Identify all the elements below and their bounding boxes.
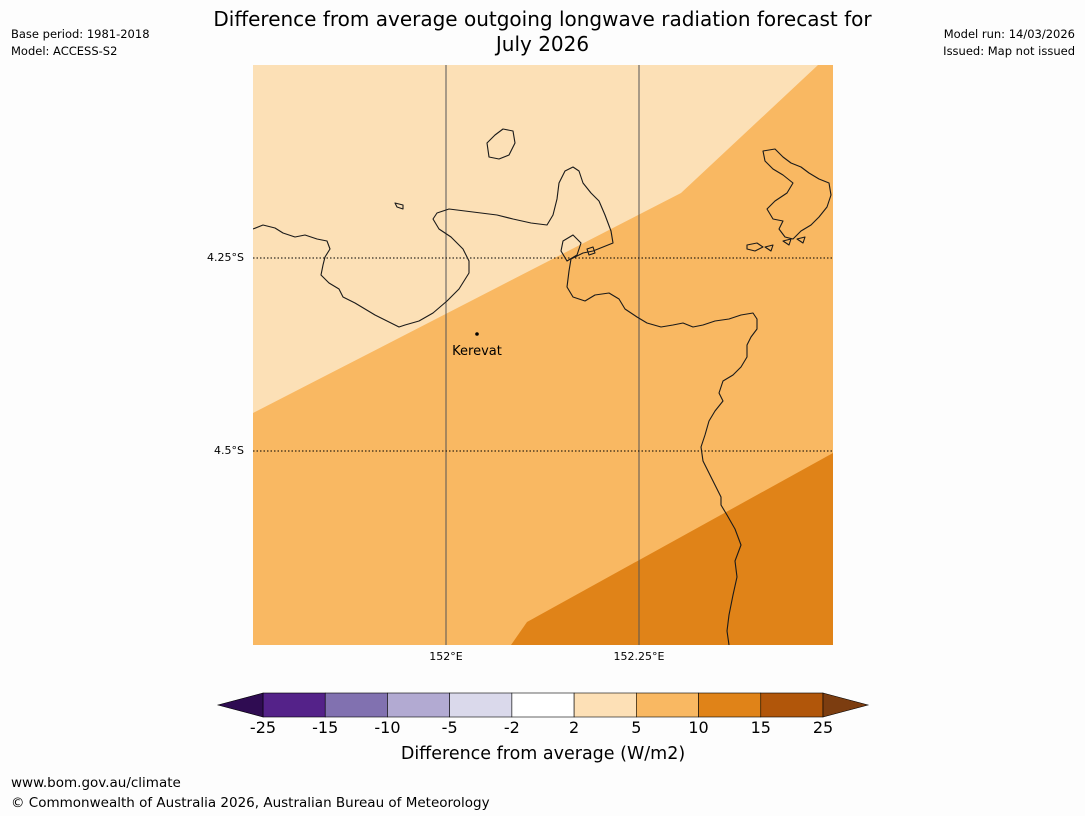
islet-east-1 [746,242,764,252]
islet-east-4 [796,236,806,244]
footer-copyright: © Commonwealth of Australia 2026, Austra… [11,795,490,811]
lon-label-152e: 152°E [429,650,463,663]
forecast-map: Kerevat [253,65,833,645]
colorbar-tick-label: -10 [374,718,401,737]
duke-of-york-islands [762,148,832,240]
meta-left: Base period: 1981-2018 Model: ACCESS-S2 [11,26,150,60]
model-text: Model: ACCESS-S2 [11,44,118,58]
islet-east-2 [764,244,774,252]
lat-label-4-5s: 4.5°S [214,444,244,457]
coastline [253,128,832,645]
colorbar-segment [698,692,762,718]
islet-small [586,246,596,256]
meta-right: Model run: 14/03/2026 Issued: Map not is… [943,26,1075,60]
lat-label-4-25s: 4.25°S [207,251,244,264]
islet-centre [560,234,582,262]
colorbar-tick-label: 5 [631,718,642,737]
colorbar-tick-label: -5 [441,718,458,737]
colorbar-tick-label: -15 [312,718,339,737]
map-title: Difference from average outgoing longwav… [0,7,1085,57]
colorbar-segment [636,692,699,718]
colorbar-segment [387,692,450,718]
colorbar-segment [324,692,388,718]
base-period-text: Base period: 1981-2018 [11,27,150,41]
colorbar-tick-label: -2 [503,718,520,737]
colorbar-segment [760,692,824,718]
islet-west [394,202,404,210]
colorbar-segment [449,692,513,718]
colorbar-under-triangle [216,692,264,718]
colorbar-tick-label: 15 [750,718,771,737]
colorbar [216,692,870,718]
island-north [486,128,516,160]
model-run-text: Model run: 14/03/2026 [943,27,1075,41]
kerevat-label: Kerevat [452,344,502,359]
colorbar-tick-label: -25 [249,718,277,737]
title-line-2: July 2026 [495,32,590,56]
title-line-1: Difference from average outgoing longwav… [213,7,872,31]
islet-east-3 [782,238,792,246]
colorbar-tick-label: 10 [688,718,709,737]
colorbar-segment [262,692,326,718]
footer-url: www.bom.gov.au/climate [11,775,181,791]
colorbar-tick-label: 2 [569,718,580,737]
colorbar-tick-label: 25 [812,718,834,737]
lon-label-152-25e: 152.25°E [613,650,665,663]
colorbar-segment [573,692,637,718]
colorbar-segment [511,692,575,718]
colorbar-over-triangle [822,692,870,718]
kerevat-marker [475,332,479,336]
category-10-15-region [511,453,833,645]
issued-text: Issued: Map not issued [943,44,1075,58]
colorbar-label: Difference from average (W/m2) [400,744,686,764]
category-5-10-region [253,65,833,645]
